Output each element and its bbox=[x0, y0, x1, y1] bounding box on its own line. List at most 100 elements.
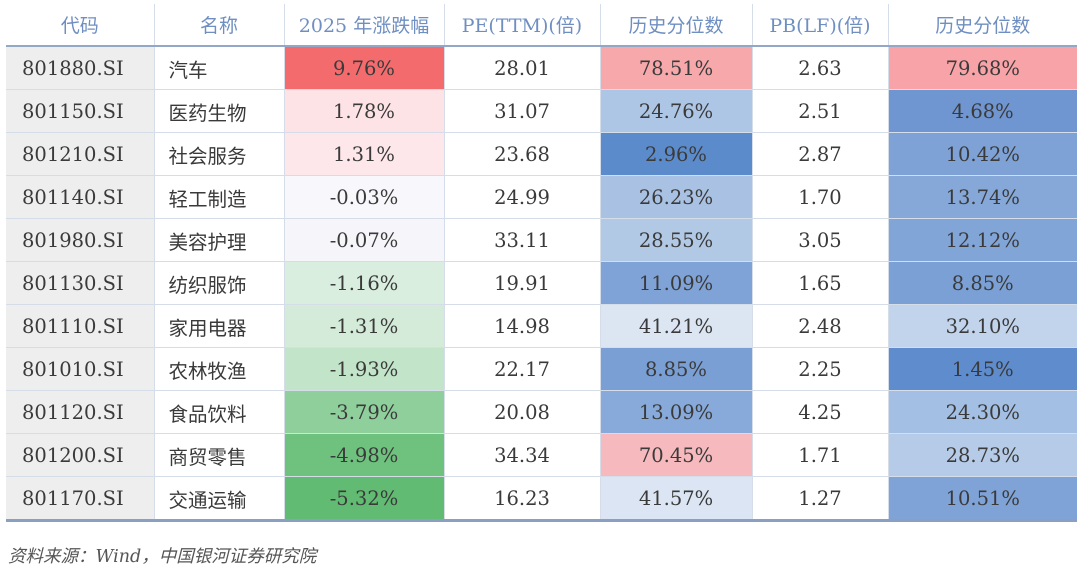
cell-change-2025: -0.03% bbox=[283, 175, 444, 219]
cell-pe-ttm: 22.17 bbox=[443, 347, 600, 391]
cell-change-2025: -3.79% bbox=[283, 390, 444, 434]
table-row: 801120.SI 食品饮料 -3.79% 20.08 13.09% 4.25 24.30% bbox=[6, 390, 1077, 434]
header-pe-ttm: PE(TTM)(倍) bbox=[443, 4, 600, 47]
cell-pb-lf: 3.05 bbox=[751, 218, 888, 262]
industry-valuation-table: 代码 名称 2025 年涨跌幅 PE(TTM)(倍) 历史分位数 PB(LF)(… bbox=[6, 4, 1077, 522]
cell-pb-lf: 1.71 bbox=[751, 433, 888, 477]
cell-pe-percentile: 41.21% bbox=[599, 304, 752, 348]
cell-industry-name: 社会服务 bbox=[153, 132, 284, 176]
cell-pb-percentile: 13.74% bbox=[887, 175, 1077, 219]
cell-pe-ttm: 19.91 bbox=[443, 261, 600, 305]
cell-industry-name: 农林牧渔 bbox=[153, 347, 284, 391]
source-note: 资料来源：Wind，中国银河证券研究院 bbox=[8, 547, 317, 567]
cell-pe-percentile: 8.85% bbox=[599, 347, 752, 391]
header-pb-percentile: 历史分位数 bbox=[887, 4, 1077, 47]
cell-change-2025: -4.98% bbox=[283, 433, 444, 477]
cell-pb-lf: 1.70 bbox=[751, 175, 888, 219]
cell-pb-lf: 1.65 bbox=[751, 261, 888, 305]
cell-pb-percentile: 12.12% bbox=[887, 218, 1077, 262]
header-change-2025: 2025 年涨跌幅 bbox=[283, 4, 444, 47]
cell-pb-lf: 2.48 bbox=[751, 304, 888, 348]
valuation-table-wrapper: 代码 名称 2025 年涨跌幅 PE(TTM)(倍) 历史分位数 PB(LF)(… bbox=[6, 4, 1077, 522]
cell-pe-ttm: 24.99 bbox=[443, 175, 600, 219]
cell-pb-percentile: 4.68% bbox=[887, 89, 1077, 133]
cell-code: 801210.SI bbox=[6, 132, 154, 176]
cell-change-2025: -1.93% bbox=[283, 347, 444, 391]
cell-pb-lf: 2.87 bbox=[751, 132, 888, 176]
cell-pe-percentile: 70.45% bbox=[599, 433, 752, 477]
table-row: 801210.SI 社会服务 1.31% 23.68 2.96% 2.87 10.42% bbox=[6, 132, 1077, 176]
table-row: 801200.SI 商贸零售 -4.98% 34.34 70.45% 1.71 28.73% bbox=[6, 433, 1077, 477]
cell-pe-ttm: 20.08 bbox=[443, 390, 600, 434]
cell-code: 801200.SI bbox=[6, 433, 154, 477]
cell-change-2025: -1.16% bbox=[283, 261, 444, 305]
table-body: 801880.SI 汽车 9.76% 28.01 78.51% 2.63 79.68% 801… bbox=[6, 46, 1077, 521]
cell-pe-ttm: 16.23 bbox=[443, 476, 600, 521]
cell-code: 801140.SI bbox=[6, 175, 154, 219]
cell-change-2025: 9.76% bbox=[283, 46, 444, 90]
cell-pb-lf: 4.25 bbox=[751, 390, 888, 434]
header-pe-percentile: 历史分位数 bbox=[599, 4, 752, 47]
cell-code: 801170.SI bbox=[6, 476, 154, 521]
cell-industry-name: 食品饮料 bbox=[153, 390, 284, 434]
cell-code: 801010.SI bbox=[6, 347, 154, 391]
cell-pb-percentile: 1.45% bbox=[887, 347, 1077, 391]
table-row: 801140.SI 轻工制造 -0.03% 24.99 26.23% 1.70 13.74% bbox=[6, 175, 1077, 219]
header-pb-lf: PB(LF)(倍) bbox=[751, 4, 888, 47]
cell-pb-lf: 2.63 bbox=[751, 46, 888, 90]
cell-pe-percentile: 11.09% bbox=[599, 261, 752, 305]
cell-pe-ttm: 31.07 bbox=[443, 89, 600, 133]
header-row: 代码 名称 2025 年涨跌幅 PE(TTM)(倍) 历史分位数 PB(LF)(… bbox=[6, 4, 1077, 47]
cell-industry-name: 交通运输 bbox=[153, 476, 284, 521]
cell-pe-ttm: 34.34 bbox=[443, 433, 600, 477]
cell-pe-percentile: 78.51% bbox=[599, 46, 752, 90]
table-row: 801150.SI 医药生物 1.78% 31.07 24.76% 2.51 4.68% bbox=[6, 89, 1077, 133]
cell-pb-percentile: 28.73% bbox=[887, 433, 1077, 477]
table-row: 801110.SI 家用电器 -1.31% 14.98 41.21% 2.48 32.10% bbox=[6, 304, 1077, 348]
cell-code: 801130.SI bbox=[6, 261, 154, 305]
header-code: 代码 bbox=[6, 4, 154, 47]
cell-pe-percentile: 13.09% bbox=[599, 390, 752, 434]
cell-pb-percentile: 24.30% bbox=[887, 390, 1077, 434]
cell-pe-ttm: 23.68 bbox=[443, 132, 600, 176]
cell-industry-name: 轻工制造 bbox=[153, 175, 284, 219]
cell-code: 801150.SI bbox=[6, 89, 154, 133]
cell-code: 801880.SI bbox=[6, 46, 154, 90]
cell-pe-ttm: 14.98 bbox=[443, 304, 600, 348]
cell-pe-percentile: 28.55% bbox=[599, 218, 752, 262]
cell-pb-lf: 2.25 bbox=[751, 347, 888, 391]
cell-change-2025: -0.07% bbox=[283, 218, 444, 262]
cell-code: 801980.SI bbox=[6, 218, 154, 262]
cell-code: 801120.SI bbox=[6, 390, 154, 434]
cell-pb-percentile: 10.42% bbox=[887, 132, 1077, 176]
cell-pb-percentile: 32.10% bbox=[887, 304, 1077, 348]
table-row: 801010.SI 农林牧渔 -1.93% 22.17 8.85% 2.25 1.45% bbox=[6, 347, 1077, 391]
cell-pe-percentile: 2.96% bbox=[599, 132, 752, 176]
cell-pe-percentile: 41.57% bbox=[599, 476, 752, 521]
cell-pb-lf: 2.51 bbox=[751, 89, 888, 133]
cell-industry-name: 医药生物 bbox=[153, 89, 284, 133]
cell-code: 801110.SI bbox=[6, 304, 154, 348]
cell-pe-percentile: 24.76% bbox=[599, 89, 752, 133]
cell-pe-ttm: 28.01 bbox=[443, 46, 600, 90]
cell-industry-name: 汽车 bbox=[153, 46, 284, 90]
cell-pb-percentile: 8.85% bbox=[887, 261, 1077, 305]
table-row: 801880.SI 汽车 9.76% 28.01 78.51% 2.63 79.68% bbox=[6, 46, 1077, 90]
table-row: 801980.SI 美容护理 -0.07% 33.11 28.55% 3.05 12.12% bbox=[6, 218, 1077, 262]
cell-change-2025: -1.31% bbox=[283, 304, 444, 348]
cell-pe-ttm: 33.11 bbox=[443, 218, 600, 262]
cell-pb-percentile: 79.68% bbox=[887, 46, 1077, 90]
header-name: 名称 bbox=[153, 4, 284, 47]
cell-change-2025: 1.31% bbox=[283, 132, 444, 176]
cell-pe-percentile: 26.23% bbox=[599, 175, 752, 219]
table-row: 801170.SI 交通运输 -5.32% 16.23 41.57% 1.27 10.51% bbox=[6, 476, 1077, 521]
cell-industry-name: 家用电器 bbox=[153, 304, 284, 348]
table-row: 801130.SI 纺织服饰 -1.16% 19.91 11.09% 1.65 8.85% bbox=[6, 261, 1077, 305]
cell-industry-name: 美容护理 bbox=[153, 218, 284, 262]
cell-industry-name: 纺织服饰 bbox=[153, 261, 284, 305]
cell-change-2025: 1.78% bbox=[283, 89, 444, 133]
cell-pb-percentile: 10.51% bbox=[887, 476, 1077, 521]
cell-change-2025: -5.32% bbox=[283, 476, 444, 521]
cell-pb-lf: 1.27 bbox=[751, 476, 888, 521]
cell-industry-name: 商贸零售 bbox=[153, 433, 284, 477]
